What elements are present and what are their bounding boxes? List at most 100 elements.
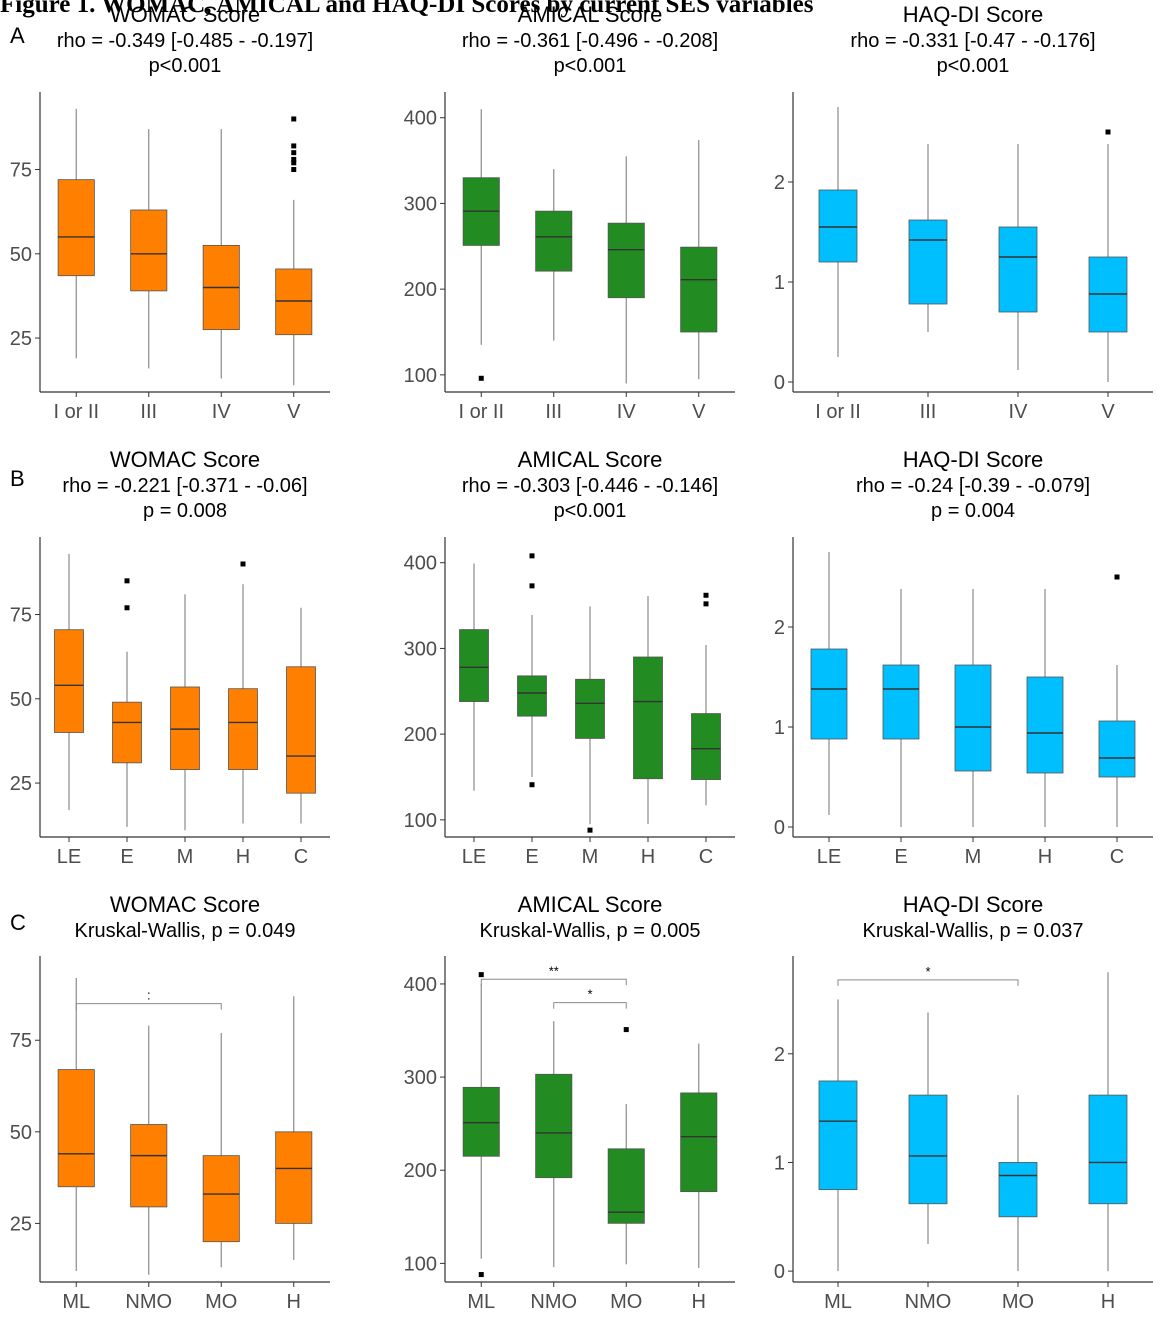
- outlier-point: [529, 553, 535, 559]
- iqr-box: [170, 686, 200, 770]
- box-i-or-ii: [57, 108, 95, 359]
- iqr-box: [54, 629, 84, 733]
- y-tick-label: 400: [404, 108, 437, 130]
- panel-stat: rho = -0.349 [-0.485 - -0.197]: [56, 30, 314, 52]
- outlier-point: [529, 583, 535, 589]
- y-tick-label: 400: [404, 974, 437, 996]
- box-i-or-ii: [818, 107, 858, 357]
- panel-a-haqdi: HAQ-DI Score rho = -0.331 [-0.47 - -0.176…: [774, 0, 1160, 445]
- x-tick-label: IV: [212, 401, 232, 423]
- panel-pvalue: p<0.001: [553, 500, 627, 522]
- iqr-box: [275, 1131, 313, 1224]
- x-tick-label: NMO: [125, 1291, 172, 1313]
- y-tick-label: 25: [10, 773, 32, 795]
- significance-bracket: *: [837, 964, 1019, 986]
- panel-title: HAQ-DI Score: [902, 2, 1044, 27]
- significance-bracket: :: [75, 988, 222, 1010]
- iqr-box: [633, 656, 663, 780]
- y-tick-label: 2: [774, 617, 785, 639]
- box-h: [1026, 589, 1064, 827]
- iqr-box: [908, 1094, 948, 1205]
- x-tick-label: C: [294, 846, 308, 868]
- y-tick-label: 100: [404, 810, 437, 832]
- iqr-box: [998, 1162, 1038, 1218]
- iqr-box: [57, 179, 95, 277]
- iqr-box: [607, 1148, 645, 1224]
- y-tick-label: 300: [404, 1067, 437, 1089]
- x-tick-label: V: [1101, 401, 1115, 423]
- panel-stat: rho = -0.361 [-0.496 - -0.208]: [461, 30, 719, 52]
- x-tick-label: H: [287, 1291, 301, 1313]
- row-label-c: C: [10, 910, 26, 935]
- box-h: [1088, 972, 1128, 1272]
- box-m: [170, 594, 200, 831]
- y-tick-label: 25: [10, 328, 32, 350]
- iqr-box: [130, 1124, 168, 1208]
- boxplot-c-womac: 25 50 75 ML NMO MO H:: [10, 956, 330, 1313]
- iqr-box: [954, 664, 992, 772]
- y-tick-label: 200: [404, 279, 437, 301]
- box-c: [286, 607, 316, 824]
- panel-stat: rho = -0.24 [-0.39 - -0.079]: [855, 475, 1091, 497]
- outlier-point: [291, 167, 297, 173]
- iqr-box: [275, 268, 313, 336]
- panel-b-amical: AMICAL Score rho = -0.303 [-0.446 - -0.14…: [385, 445, 775, 890]
- iqr-box: [818, 1080, 858, 1191]
- panel-pvalue: p<0.001: [936, 55, 1010, 77]
- boxplot-a-amical: 100 200 300 400 I or II III IV V: [404, 92, 735, 423]
- box-ml: [818, 999, 858, 1272]
- significance-bracket: **: [480, 963, 627, 986]
- iqr-box: [882, 664, 920, 740]
- box-e: [882, 589, 920, 827]
- y-tick-label: 0: [774, 817, 785, 839]
- iqr-box: [810, 648, 848, 740]
- x-tick-label: LE: [817, 846, 841, 868]
- x-tick-label: IV: [1009, 401, 1029, 423]
- x-tick-label: I or II: [53, 401, 99, 423]
- iqr-box: [908, 219, 948, 305]
- outlier-point: [703, 592, 709, 598]
- y-tick-label: 100: [404, 365, 437, 387]
- iqr-box: [680, 246, 718, 333]
- iqr-box: [535, 1073, 573, 1179]
- outlier-point: [291, 150, 297, 156]
- box-le: [810, 552, 848, 815]
- box-h: [275, 996, 313, 1261]
- x-tick-label: M: [965, 846, 982, 868]
- x-tick-label: V: [692, 401, 706, 423]
- panel-c-womac: WOMAC Score Kruskal-Wallis, p = 0.049 25 50…: [0, 890, 385, 1335]
- iqr-box: [607, 222, 645, 299]
- bracket-line: [75, 1003, 222, 1010]
- outlier-point: [478, 375, 484, 381]
- x-tick-label: NMO: [530, 1291, 577, 1313]
- box-m: [575, 606, 605, 833]
- x-tick-label: MO: [205, 1291, 237, 1313]
- box-iii: [908, 144, 948, 332]
- panel-pvalue: p = 0.008: [143, 500, 227, 522]
- box-mo: [607, 1027, 645, 1265]
- box-m: [954, 589, 992, 827]
- x-tick-label: I or II: [458, 401, 504, 423]
- x-tick-label: IV: [617, 401, 637, 423]
- box-iv: [202, 129, 240, 379]
- boxplot-a-womac: 25 50 75 I or II III IV V: [10, 92, 330, 423]
- box-ml: [57, 977, 95, 1272]
- box-c: [691, 592, 721, 806]
- row-label-b: B: [10, 466, 25, 491]
- x-tick-label: E: [120, 846, 133, 868]
- bracket-label: *: [587, 987, 592, 1002]
- x-tick-label: C: [1110, 846, 1124, 868]
- outlier-point: [703, 601, 709, 607]
- x-tick-label: E: [525, 846, 538, 868]
- panel-pvalue: p<0.001: [148, 55, 222, 77]
- panel-title: WOMAC Score: [109, 892, 261, 917]
- y-tick-label: 300: [404, 638, 437, 660]
- panel-stat: Kruskal-Wallis, p = 0.005: [479, 920, 701, 942]
- iqr-box: [575, 678, 605, 739]
- y-tick-label: 25: [10, 1213, 32, 1235]
- significance-bracket: *: [553, 987, 627, 1009]
- box-h: [633, 596, 663, 825]
- panel-stat: rho = -0.331 [-0.47 - -0.176]: [850, 30, 1096, 52]
- box-iv: [998, 144, 1038, 370]
